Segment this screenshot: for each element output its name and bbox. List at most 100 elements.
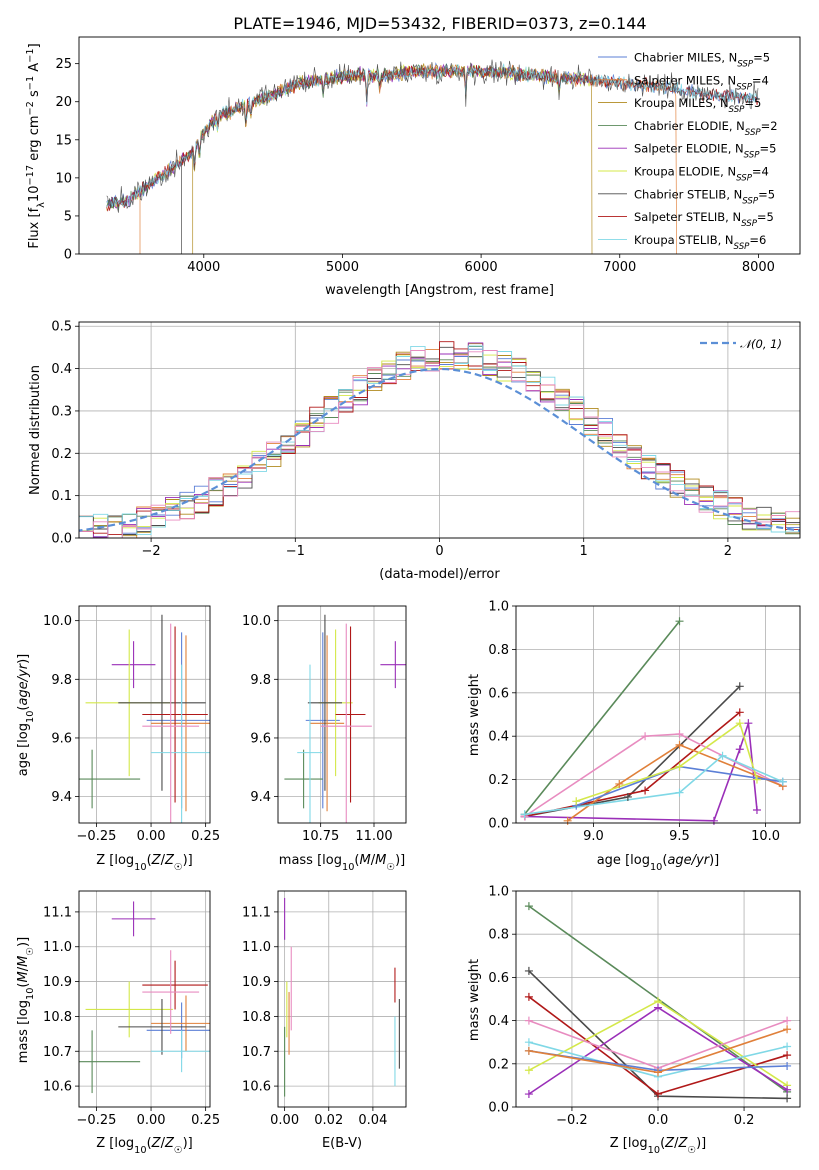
weight-marker xyxy=(675,788,684,797)
weight-marker xyxy=(783,1025,792,1034)
x-axis-label: wavelength [Angstrom, rest frame] xyxy=(325,283,554,298)
spectrum-line xyxy=(139,64,677,254)
weight-marker xyxy=(783,1085,792,1094)
y-tick-label: 9.8 xyxy=(51,673,72,688)
weight-marker xyxy=(641,732,650,741)
weight-line xyxy=(575,721,758,803)
x-tick-label: 10.0 xyxy=(751,829,780,844)
y-tick-label: 1.0 xyxy=(488,600,509,615)
figure-title: PLATE=1946, MJD=53432, FIBERID=0373, z=0… xyxy=(233,14,646,33)
weight-marker xyxy=(783,1042,792,1051)
x-tick-label: 4000 xyxy=(187,260,220,275)
axes-frame xyxy=(78,890,211,1108)
weight-marker xyxy=(615,779,624,788)
axes-frame xyxy=(515,890,801,1108)
y-tick-label: 0.2 xyxy=(488,1057,509,1072)
weight-marker xyxy=(524,902,533,911)
weight-marker xyxy=(709,816,718,825)
weight-line xyxy=(567,744,784,822)
x-tick-label: 2 xyxy=(724,544,732,559)
axes-residuals: −2 −1 0 1 2 0.0 0.1 0.2 0.3 0.4 0.5 (data-model)/er… xyxy=(28,320,801,582)
y-axis-label: mass weight xyxy=(467,959,482,1041)
x-tick-label: 7000 xyxy=(603,260,636,275)
weight-marker xyxy=(783,1016,792,1025)
x-axis-label: E(B-V) xyxy=(322,1136,362,1151)
y-axis-label: Normed distribution xyxy=(28,365,43,495)
y-tick-label: 1.0 xyxy=(488,885,509,900)
y-axis-label: mass [log10(M/M☉)] xyxy=(16,937,36,1063)
x-tick-label: −2 xyxy=(142,544,161,559)
y-tick-label: 0.5 xyxy=(51,320,72,335)
y-tick-label: 10.0 xyxy=(242,614,271,629)
y-tick-label: 10.8 xyxy=(43,1010,72,1025)
x-tick-label: 0.25 xyxy=(191,829,220,844)
y-tick-label: 0.0 xyxy=(488,817,509,832)
spectrum-line xyxy=(106,63,593,209)
plot-area-residuals xyxy=(79,341,800,538)
x-tick-label: −1 xyxy=(286,544,305,559)
y-tick-label: 9.8 xyxy=(250,673,271,688)
y-tick-label: 10.6 xyxy=(242,1080,271,1095)
histogram-step xyxy=(79,350,800,538)
weight-line xyxy=(523,620,681,815)
weight-marker xyxy=(524,1066,533,1075)
plot-area-age_vs_Z xyxy=(79,614,210,823)
axes-frame xyxy=(78,605,211,824)
y-tick-label: 15 xyxy=(55,133,72,148)
axes-weight_vs_Z: −0.2 0.0 0.2 0.0 0.2 0.4 0.6 0.8 1.0 Z [log10(Z/Z… xyxy=(467,885,801,1156)
x-tick-label: 9.0 xyxy=(583,829,604,844)
y-tick-label: 0.3 xyxy=(51,404,72,419)
weight-marker xyxy=(675,762,684,771)
weight-marker xyxy=(735,682,744,691)
y-axis-label: mass weight xyxy=(467,674,482,756)
x-tick-label: −0.25 xyxy=(77,1113,117,1128)
y-tick-label: 10.6 xyxy=(43,1080,72,1095)
x-tick-label: 8000 xyxy=(742,260,775,275)
plot-area-mass_vs_ebv xyxy=(284,897,400,1097)
y-tick-label: 10.7 xyxy=(43,1045,72,1060)
weight-marker xyxy=(524,1090,533,1099)
x-tick-label: 11.00 xyxy=(355,829,392,844)
axes-age_vs_Z: −0.25 0.00 0.25 9.4 9.6 9.8 10.0 Z [log10(Z/Z☉)… xyxy=(16,605,220,873)
legend-entry: Chabrier ELODIE, NSSP=2 xyxy=(634,119,778,138)
y-tick-label: 10.9 xyxy=(242,975,271,990)
weight-marker xyxy=(718,751,727,760)
weight-marker xyxy=(675,730,684,739)
axes-frame xyxy=(277,605,407,824)
weight-marker xyxy=(623,792,632,801)
weight-marker xyxy=(572,797,581,806)
x-axis-label: Z [log10(Z/Z☉)] xyxy=(96,853,193,873)
y-tick-label: 11.1 xyxy=(43,905,72,920)
spectrum-line xyxy=(106,63,759,208)
y-tick-label: 5 xyxy=(64,209,72,224)
weight-marker xyxy=(524,1038,533,1047)
y-tick-label: 0.4 xyxy=(488,1014,509,1029)
axes-mass_vs_ebv: 0.00 0.02 0.04 10.6 10.7 10.8 10.9 11.0 11.1 E(B-… xyxy=(242,890,407,1151)
y-tick-label: 0.2 xyxy=(51,447,72,462)
spectrum-line xyxy=(106,59,759,213)
axes-frame xyxy=(277,890,407,1108)
x-tick-label: 1 xyxy=(580,544,588,559)
y-tick-label: 11.0 xyxy=(43,940,72,955)
x-tick-label: 0.00 xyxy=(137,829,166,844)
y-tick-label: 0.4 xyxy=(488,730,509,745)
y-tick-label: 0.8 xyxy=(488,643,509,658)
y-tick-label: 0.6 xyxy=(488,686,509,701)
spectrum-line xyxy=(106,64,593,211)
y-tick-label: 0.4 xyxy=(51,362,72,377)
axes-frame xyxy=(78,321,801,539)
legend-entry: Salpeter MILES, NSSP=4 xyxy=(634,73,769,92)
legend-entry: Salpeter ELODIE, NSSP=5 xyxy=(634,142,776,161)
weight-marker xyxy=(778,777,787,786)
weight-marker xyxy=(524,966,533,975)
axes-frame xyxy=(78,36,801,255)
y-tick-label: 0 xyxy=(64,248,72,263)
weight-line xyxy=(524,711,741,818)
weight-line xyxy=(524,685,741,818)
y-tick-label: 10.7 xyxy=(242,1045,271,1060)
weight-marker xyxy=(520,810,529,819)
legend-entry: Kroupa STELIB, NSSP=6 xyxy=(634,233,766,252)
y-tick-label: 11.0 xyxy=(242,940,271,955)
legend: Chabrier MILES, NSSP=5 Salpeter MILES, NS… xyxy=(598,51,778,252)
